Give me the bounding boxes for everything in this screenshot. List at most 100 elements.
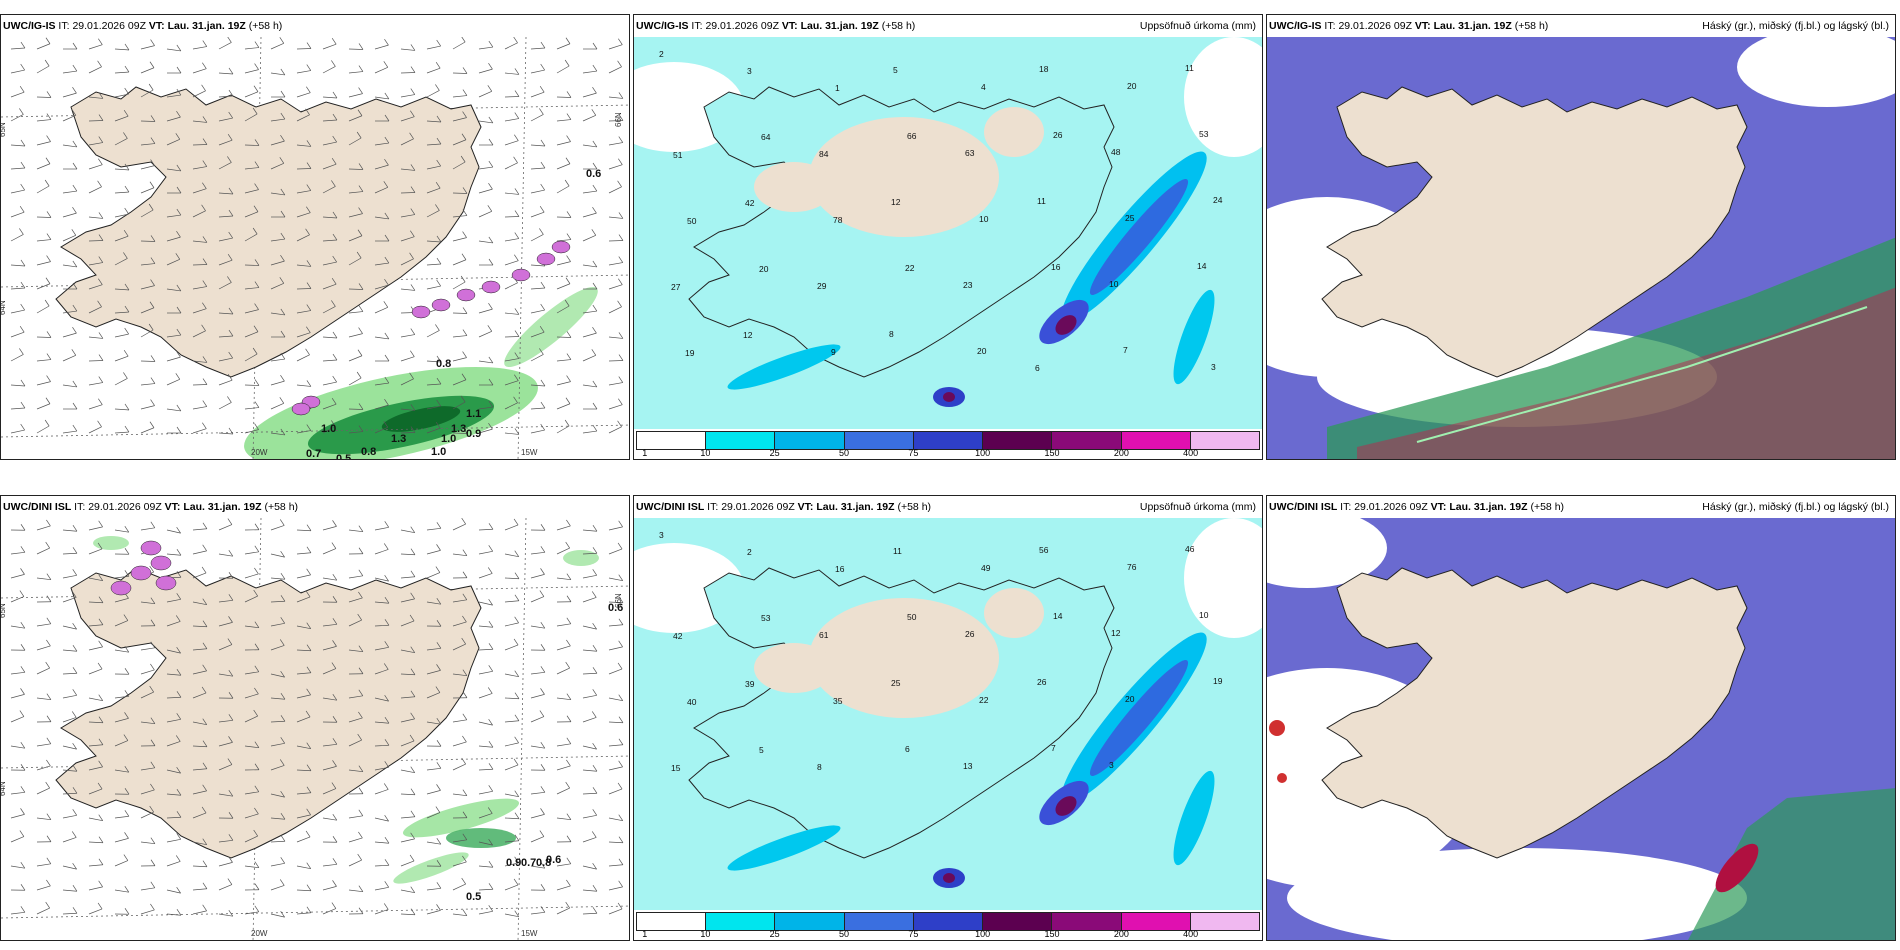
precip-value-label: 50 [907, 612, 917, 622]
wind-value-label: 0.5 [336, 453, 351, 460]
precip-value-label: 3 [659, 530, 664, 540]
precip-value-label: 2 [659, 49, 664, 59]
panel-precip-row1: UWC/IG-IS IT: 29.01.2026 09Z VT: Lau. 31… [633, 14, 1263, 460]
panel-precip-row2: UWC/DINI ISL IT: 29.01.2026 09Z VT: Lau.… [633, 495, 1263, 941]
panel-wind-row1: UWC/IG-IS IT: 29.01.2026 09Z VT: Lau. 31… [0, 14, 630, 460]
panel-header: UWC/IG-IS IT: 29.01.2026 09Z VT: Lau. 31… [1, 15, 629, 37]
precip-value-label: 10 [1109, 279, 1119, 289]
precip-value-label: 42 [745, 198, 755, 208]
wind-value-label: 0.7 [306, 448, 321, 460]
axis-label: 65N [1, 122, 7, 137]
precip-value-label: 50 [687, 216, 697, 226]
wind-value-label: 0.8 [361, 446, 376, 458]
precip-map: 3216114956764642536150261412104039352522… [634, 518, 1262, 912]
colorbar-swatch [1052, 432, 1122, 449]
panel-header: UWC/IG-IS IT: 29.01.2026 09Z VT: Lau. 31… [1267, 15, 1895, 37]
wind-value-label: 0.6 [608, 602, 623, 614]
precip-value-label: 22 [905, 263, 915, 273]
colorbar-tick-label: 100 [975, 929, 991, 939]
precip-value-label: 10 [979, 214, 989, 224]
panel-header: UWC/DINI ISL IT: 29.01.2026 09Z VT: Lau.… [1267, 496, 1895, 518]
precip-value-label: 53 [1199, 129, 1209, 139]
colorbar-tick-label: 75 [908, 448, 919, 458]
wind-value-label: 0.6 [546, 854, 561, 866]
precip-value-label: 39 [745, 679, 755, 689]
colorbar-swatch [706, 913, 776, 930]
precip-value-label: 13 [963, 761, 973, 771]
precip-value-label: 20 [1125, 694, 1135, 704]
precip-value-label: 5 [759, 745, 764, 755]
panel-cloud-row2: UWC/DINI ISL IT: 29.01.2026 09Z VT: Lau.… [1266, 495, 1896, 941]
precip-value-label: 27 [671, 282, 681, 292]
precip-title: Uppsöfnuð úrkoma (mm) [1139, 20, 1256, 32]
colorbar-swatch [1121, 913, 1191, 930]
precip-value-label: 63 [965, 148, 975, 158]
colorbar-tick-label: 1 [642, 448, 648, 458]
precip-value-label: 2 [747, 547, 752, 557]
precip-value-label: 14 [1197, 261, 1207, 271]
precip-value-label: 48 [1111, 147, 1121, 157]
colorbar-swatch [913, 432, 984, 449]
colorbar-tick-label: 150 [1044, 929, 1060, 939]
colorbar-swatch [844, 913, 914, 930]
colorbar-tick-label: 150 [1044, 448, 1060, 458]
panel-cloud-row1: UWC/IG-IS IT: 29.01.2026 09Z VT: Lau. 31… [1266, 14, 1896, 460]
colorbar-swatch [844, 432, 914, 449]
precip-value-label: 22 [979, 695, 989, 705]
colorbar-tick-label: 400 [1183, 448, 1199, 458]
precip-value-label: 29 [817, 281, 827, 291]
axis-label: 64N [1, 781, 7, 796]
precip-value-label: 26 [1037, 677, 1047, 687]
precip-value-label: 24 [1213, 195, 1223, 205]
wind-value-label: 0.9 [506, 857, 521, 869]
axis-label: 66N [614, 112, 623, 127]
colorbar-tick-label: 50 [838, 929, 850, 939]
precip-value-label: 20 [759, 264, 769, 274]
precip-value-label: 64 [761, 132, 771, 142]
precip-value-label: 25 [1125, 213, 1135, 223]
colorbar-swatch [913, 913, 984, 930]
precip-value-label: 76 [1127, 562, 1137, 572]
precip-value-label: 8 [817, 762, 822, 772]
colorbar-tick-label: 10 [700, 929, 711, 939]
precip-value-label: 49 [981, 563, 991, 573]
precip-value-label: 56 [1039, 545, 1049, 555]
precip-colorbar: 1 10 25 50 75 100 150 200 400 [634, 429, 1262, 459]
panel-header: UWC/DINI ISL IT: 29.01.2026 09Z VT: Lau.… [634, 496, 1262, 518]
colorbar-tick-label: 200 [1113, 929, 1129, 939]
precip-value-label: 51 [673, 150, 683, 160]
precip-value-label: 16 [1051, 262, 1061, 272]
precip-value-label: 4 [981, 82, 986, 92]
precip-value-label: 12 [743, 330, 753, 340]
wind-value-label: 1.0 [431, 446, 446, 458]
precip-value-label: 10 [1199, 610, 1209, 620]
precip-value-label: 78 [833, 215, 843, 225]
precip-value-label: 6 [1035, 363, 1040, 373]
cloud-title: Háský (gr.), miðský (fj.bl.) og lágský (… [1702, 501, 1889, 513]
panel-header: UWC/IG-IS IT: 29.01.2026 09Z VT: Lau. 31… [634, 15, 1262, 37]
precip-value-label: 5 [893, 65, 898, 75]
cloud-map [1267, 518, 1895, 940]
colorbar-tick-label: 1 [642, 929, 648, 939]
axis-label: 64N [1, 300, 7, 315]
wind-value-label: 1.1 [466, 408, 481, 420]
precip-colorbar: 1 10 25 50 75 100 150 200 400 [634, 910, 1262, 940]
wind-value-label: 0.5 [466, 891, 481, 903]
precip-value-label: 11 [1037, 196, 1046, 206]
colorbar-swatch [983, 913, 1053, 930]
wind-value-label: 1.0 [321, 423, 336, 435]
precip-value-label: 40 [687, 697, 697, 707]
colorbar-swatch [983, 432, 1053, 449]
precip-value-label: 20 [977, 346, 987, 356]
precip-value-label: 3 [1211, 362, 1216, 372]
panel-header: UWC/DINI ISL IT: 29.01.2026 09Z VT: Lau.… [1, 496, 629, 518]
cloud-title: Háský (gr.), miðský (fj.bl.) og lágský (… [1702, 20, 1889, 32]
precip-value-label: 3 [1109, 760, 1114, 770]
precip-value-label: 14 [1053, 611, 1063, 621]
colorbar-swatch [1121, 432, 1191, 449]
colorbar-tick-label: 75 [908, 929, 919, 939]
model-name: UWC/IG-IS [3, 20, 56, 32]
colorbar-swatch [1190, 913, 1259, 930]
axis-label: 20W [251, 929, 268, 938]
